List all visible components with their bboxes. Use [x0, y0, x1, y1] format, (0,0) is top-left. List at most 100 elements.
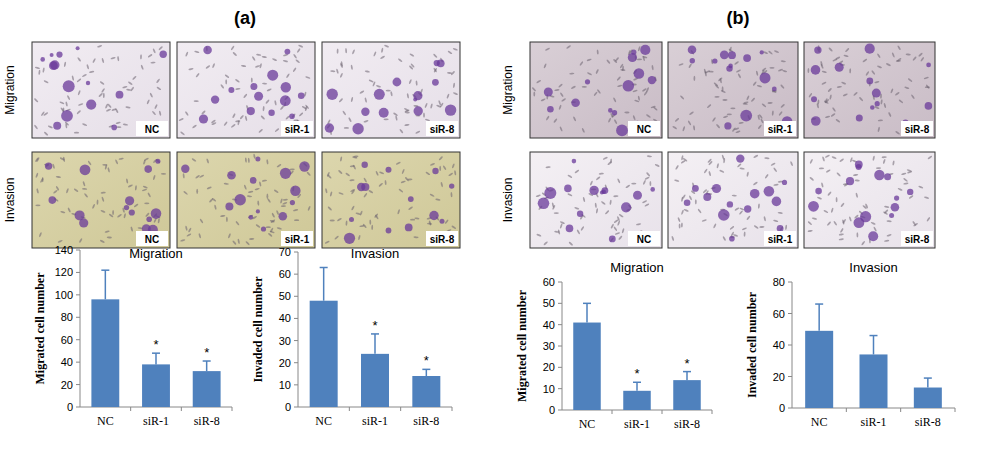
pore	[306, 171, 311, 176]
pore	[756, 70, 759, 75]
pore	[325, 188, 328, 193]
y-tick-label: 120	[55, 266, 73, 278]
pore	[595, 203, 597, 208]
pore	[147, 54, 152, 58]
y-tick	[558, 303, 562, 304]
cell	[116, 91, 124, 99]
pore	[340, 156, 343, 161]
pore	[252, 56, 256, 61]
label-box	[281, 121, 313, 136]
chart-title: Migration	[610, 260, 663, 275]
y-tick	[788, 408, 792, 409]
pore	[702, 219, 708, 222]
pore	[194, 50, 199, 53]
cell	[547, 106, 554, 113]
pore	[891, 52, 895, 57]
cell	[726, 65, 732, 71]
pore	[195, 174, 200, 179]
pore	[754, 225, 759, 229]
pore	[908, 195, 913, 199]
pore	[429, 193, 434, 197]
pore	[708, 171, 711, 177]
pore	[606, 59, 611, 64]
pore	[375, 171, 379, 176]
micrograph: NC	[32, 42, 170, 138]
bar	[310, 301, 338, 407]
pore	[840, 228, 844, 233]
y-tick-label: 30	[279, 335, 291, 347]
pore	[67, 207, 71, 212]
pore	[681, 155, 684, 160]
micrograph: NC	[530, 152, 662, 248]
cell	[146, 216, 152, 222]
pore	[128, 81, 133, 86]
pore	[621, 228, 624, 234]
pore	[553, 118, 558, 123]
y-tick-label: 50	[279, 290, 291, 302]
y-tick	[76, 294, 80, 295]
pore	[241, 65, 246, 68]
cell	[86, 81, 90, 85]
pore	[603, 156, 608, 160]
pore	[338, 192, 343, 195]
pore	[404, 177, 409, 182]
pore	[183, 191, 188, 196]
pore	[35, 204, 40, 206]
pore	[199, 174, 204, 178]
pore	[390, 91, 393, 96]
pore	[836, 172, 841, 177]
y-axis	[80, 250, 81, 407]
cell	[362, 162, 368, 168]
y-tick	[294, 318, 298, 319]
pore	[188, 227, 192, 232]
cell	[720, 50, 729, 59]
significance: *	[372, 318, 377, 333]
micrograph-bg	[530, 152, 662, 248]
pore	[372, 81, 376, 86]
pore	[859, 97, 864, 102]
pore	[895, 130, 900, 134]
pore	[259, 181, 262, 186]
pore	[237, 120, 240, 125]
pore	[327, 206, 332, 211]
error-bar	[320, 268, 328, 301]
pore	[359, 210, 363, 215]
bar	[914, 388, 942, 408]
pore	[408, 206, 413, 210]
cell	[413, 97, 417, 101]
image-label: siR-1	[285, 234, 310, 245]
pore	[708, 161, 713, 166]
pore	[613, 195, 618, 197]
pore	[248, 158, 250, 163]
y-tick-label: 100	[55, 289, 73, 301]
pore	[820, 61, 823, 66]
pore	[761, 103, 766, 108]
bar	[142, 364, 170, 407]
pore	[232, 113, 236, 118]
pore	[126, 178, 129, 183]
pore	[744, 231, 746, 236]
cell	[736, 154, 744, 162]
pore	[579, 61, 584, 66]
y-axis-label: Migrated cell number	[33, 272, 47, 385]
pore	[142, 188, 147, 191]
pore	[743, 103, 748, 105]
pore	[839, 238, 844, 241]
pore	[871, 70, 876, 75]
pore	[716, 124, 721, 129]
pore	[293, 209, 298, 212]
pore	[350, 97, 353, 102]
pore	[130, 226, 133, 232]
pore	[444, 219, 449, 224]
pore	[340, 63, 344, 68]
pore	[371, 225, 373, 230]
pore	[816, 103, 819, 108]
error-stem	[636, 382, 638, 391]
pore	[546, 115, 550, 120]
cell	[437, 59, 445, 67]
pore	[543, 63, 547, 68]
y-tick	[558, 282, 562, 283]
pore	[886, 234, 891, 237]
pore	[77, 57, 82, 62]
pore	[774, 50, 780, 53]
